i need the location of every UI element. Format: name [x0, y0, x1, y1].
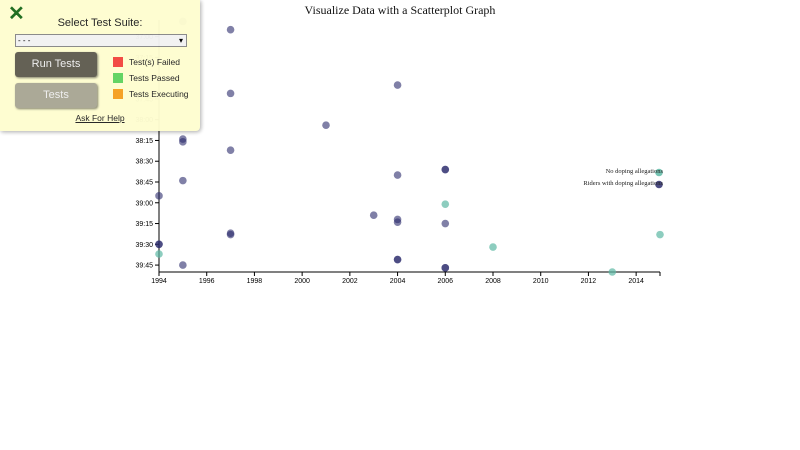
legend-swatch	[655, 168, 663, 177]
x-tick-label: 2002	[342, 278, 358, 285]
ask-for-help-link[interactable]: Ask For Help	[75, 113, 125, 123]
y-tick-label: 39:00	[135, 200, 153, 207]
legend-doping: Riders with doping allegations	[583, 180, 663, 187]
no-doping-point	[656, 230, 664, 239]
doping-point	[226, 146, 235, 154]
no-doping-point	[155, 250, 163, 258]
x-tick-label: 1998	[247, 278, 263, 285]
doping-point	[179, 176, 187, 185]
x-tick-label: 2012	[581, 278, 597, 285]
legend-executing: Tests Executing	[113, 89, 189, 99]
legend-label: Tests Executing	[129, 89, 189, 99]
test-suite-panel: ✕ Select Test Suite: - - - ▾ Run Tests T…	[0, 0, 200, 131]
doping-point	[226, 89, 235, 98]
no-doping-point	[441, 200, 450, 208]
x-tick-label: 1994	[151, 278, 167, 285]
doping-point	[226, 230, 235, 239]
y-tick-label: 39:15	[135, 221, 153, 228]
close-icon[interactable]: ✕	[8, 3, 25, 25]
y-tick-label: 39:45	[135, 263, 153, 270]
doping-point	[393, 171, 402, 179]
doping-point	[322, 121, 330, 130]
doping-point	[393, 218, 402, 226]
doping-point	[155, 192, 163, 200]
x-tick-label: 2008	[485, 278, 501, 285]
legend-no-doping: No doping allegations	[605, 168, 663, 175]
doping-point	[441, 264, 450, 272]
doping-point	[179, 261, 187, 269]
chevron-down-icon: ▾	[178, 36, 183, 45]
y-tick-label: 38:30	[135, 159, 153, 166]
doping-point	[441, 165, 450, 174]
doping-point	[369, 211, 378, 220]
test-suite-select[interactable]: - - - ▾	[15, 34, 187, 47]
y-tick-label: 39:30	[135, 242, 153, 249]
doping-point	[441, 219, 450, 228]
run-tests-button[interactable]: Run Tests	[15, 52, 97, 77]
legend-failed: Test(s) Failed	[113, 57, 180, 67]
x-tick-label: 2004	[390, 278, 406, 285]
legend-label: Test(s) Failed	[129, 57, 181, 67]
no-doping-point	[608, 268, 617, 276]
doping-point	[179, 138, 187, 146]
x-tick-label: 2014	[628, 278, 644, 285]
tests-button[interactable]: Tests	[15, 83, 97, 108]
legend-label: Tests Passed	[129, 73, 180, 83]
doping-point	[155, 240, 163, 249]
y-tick-label: 38:45	[135, 180, 153, 187]
select-value: - - -	[18, 36, 31, 45]
chart-title: Visualize Data with a Scatterplot Graph	[304, 3, 496, 17]
x-tick-label: 2010	[533, 278, 549, 285]
doping-point	[226, 25, 235, 34]
doping-point	[393, 255, 402, 264]
passed-swatch	[113, 73, 123, 83]
doping-point	[393, 81, 402, 89]
x-tick-label: 2006	[437, 278, 453, 285]
legend-swatch	[655, 180, 663, 189]
select-label: Select Test Suite:	[57, 17, 143, 29]
x-tick-label: 2000	[294, 278, 310, 285]
y-tick-label: 38:15	[135, 138, 153, 145]
x-tick-label: 1996	[199, 278, 215, 285]
failed-swatch	[113, 57, 123, 67]
no-doping-point	[489, 243, 497, 251]
legend-passed: Tests Passed	[113, 73, 180, 83]
executing-swatch	[113, 89, 123, 99]
